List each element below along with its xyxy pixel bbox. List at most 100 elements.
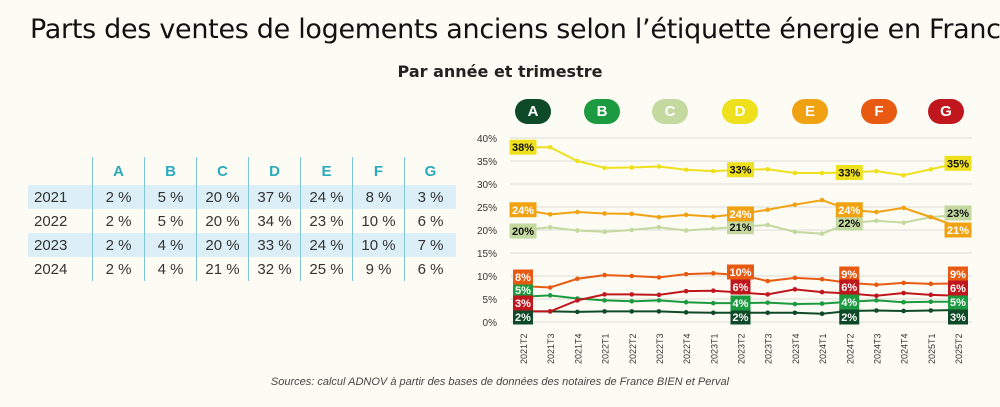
value-cell: 3 % — [404, 185, 456, 209]
header-f: F — [352, 157, 405, 185]
data-point-a — [711, 310, 716, 316]
value-cell: 10 % — [352, 233, 405, 257]
data-label-box-b — [730, 295, 751, 311]
data-label-box-b — [839, 294, 860, 310]
data-point-b — [792, 301, 798, 307]
data-label-c: 22% — [838, 218, 860, 230]
value-cell: 21 % — [196, 257, 249, 281]
data-point-e — [819, 197, 825, 203]
data-label-g: 6% — [841, 282, 857, 294]
value-cell: 20 % — [196, 209, 249, 233]
data-point-e — [547, 212, 553, 217]
value-cell: 6 % — [404, 257, 456, 281]
data-point-c — [792, 229, 798, 235]
data-label-e: 24% — [512, 205, 534, 217]
value-cell: 24 % — [300, 185, 353, 209]
y-tick-label: 15% — [477, 249, 497, 260]
data-label-f: 8% — [515, 272, 531, 284]
x-tick-label: 2024T3 — [872, 333, 882, 364]
data-label-g: 6% — [733, 282, 749, 294]
data-point-d — [602, 165, 607, 171]
data-point-f — [901, 280, 906, 286]
data-point-e — [928, 214, 934, 220]
x-tick-label: 2022T2 — [628, 333, 638, 364]
y-tick-label: 5% — [483, 295, 498, 306]
value-cell: 37 % — [248, 185, 301, 209]
header-b: B — [144, 157, 197, 185]
data-label-box-f — [839, 266, 860, 282]
data-label-box-d — [727, 162, 754, 178]
data-label-box-d — [944, 155, 972, 171]
data-point-e — [792, 202, 798, 207]
data-point-f — [711, 270, 716, 276]
value-cell: 20 % — [196, 185, 249, 209]
y-tick-label: 35% — [477, 157, 497, 168]
data-point-d — [629, 165, 635, 170]
x-tick-label: 2024T1 — [818, 333, 828, 364]
data-point-d — [928, 166, 934, 172]
x-tick-label: 2023T2 — [737, 333, 747, 364]
value-cell: 9 % — [352, 257, 405, 281]
header-g: G — [404, 157, 456, 185]
data-label-a: 2% — [515, 312, 531, 324]
year-cell: 2022 — [34, 212, 68, 230]
data-label-d: 35% — [947, 158, 969, 170]
data-point-a — [683, 310, 689, 315]
data-point-e — [602, 211, 607, 216]
table-row: 2024 2 % 4 % 21 % 32 % 25 % 9 % 6 % — [28, 257, 456, 281]
data-label-box-f — [513, 269, 533, 285]
value-cell: 2 % — [92, 233, 145, 257]
data-point-c — [683, 228, 689, 233]
data-point-g — [765, 292, 770, 297]
x-tick-label: 2022T4 — [682, 333, 692, 364]
y-tick-label: 10% — [477, 272, 497, 283]
value-cell: 2 % — [92, 185, 145, 209]
data-point-d — [711, 168, 716, 174]
header-c: C — [196, 157, 249, 185]
value-cell: 34 % — [248, 209, 301, 233]
data-point-g — [629, 292, 635, 297]
data-point-f — [656, 275, 662, 280]
x-tick-label: 2021T2 — [519, 333, 529, 364]
data-point-c — [874, 218, 879, 224]
data-point-c — [547, 224, 553, 230]
data-label-d: 38% — [512, 142, 534, 154]
data-point-g — [792, 287, 798, 292]
data-point-b — [819, 301, 825, 306]
data-point-f — [547, 285, 553, 290]
legend-item-g: G — [928, 99, 964, 124]
data-point-f — [819, 276, 825, 282]
data-label-box-c — [835, 215, 863, 231]
data-label-box-g — [730, 279, 751, 295]
data-point-g — [602, 292, 607, 297]
data-point-e — [765, 207, 770, 213]
data-point-a — [629, 309, 635, 314]
data-label-box-g — [839, 279, 860, 295]
data-point-e — [874, 209, 879, 215]
data-point-g — [547, 309, 553, 314]
x-tick-label: 2022T1 — [601, 333, 611, 364]
data-point-e — [629, 211, 635, 217]
data-label-f: 9% — [841, 269, 857, 281]
data-point-c — [575, 228, 580, 233]
x-tick-label: 2024T4 — [900, 333, 910, 364]
data-point-a — [575, 309, 580, 315]
data-label-c: 23% — [947, 208, 969, 220]
data-point-b — [711, 300, 716, 306]
data-point-c — [711, 226, 716, 231]
legend-item-f: F — [861, 99, 897, 124]
data-label-box-g — [948, 280, 968, 296]
value-cell: 5 % — [144, 209, 197, 233]
data-point-f — [874, 282, 879, 288]
x-tick-label: 2023T4 — [791, 333, 801, 364]
x-tick-label: 2021T3 — [546, 333, 556, 364]
data-point-f — [602, 272, 607, 278]
x-tick-label: 2024T2 — [845, 333, 855, 364]
data-label-box-e — [727, 206, 754, 222]
data-point-d — [575, 158, 580, 164]
data-point-f — [683, 271, 689, 277]
x-tick-label: 2025T2 — [954, 333, 964, 364]
data-point-a — [656, 309, 662, 314]
data-label-box-b — [948, 294, 968, 310]
value-cell: 5 % — [144, 185, 197, 209]
